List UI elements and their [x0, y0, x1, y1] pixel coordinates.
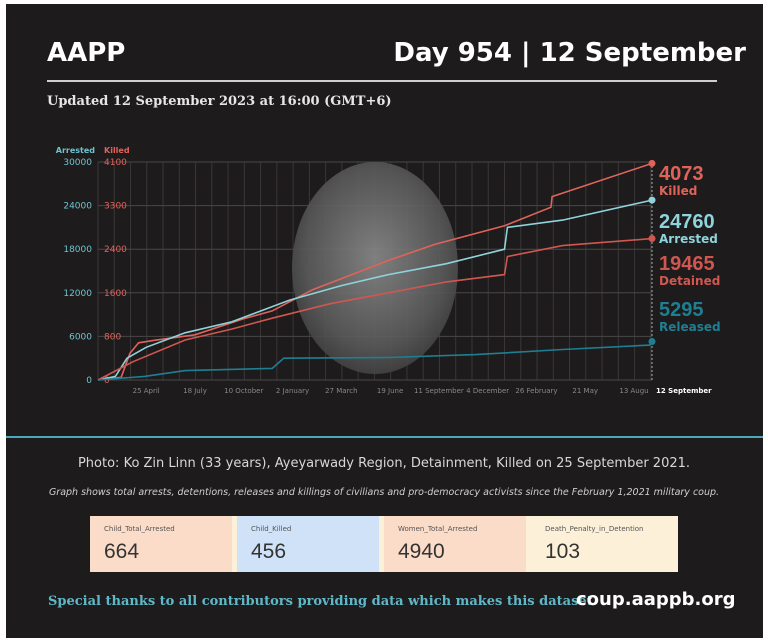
- card-child-arrested: Child_Total_Arrested 664: [90, 516, 232, 572]
- thanks-text: Special thanks to all contributors provi…: [48, 594, 598, 609]
- right-tick-label: 1600: [104, 289, 127, 299]
- photo-caption: Photo: Ko Zin Linn (33 years), Ayeyarwad…: [77, 456, 691, 471]
- day-title: Day 954 | 12 September: [393, 38, 746, 68]
- series-label-detained: Detained: [659, 274, 720, 288]
- x-tick-label: 27 March: [325, 387, 357, 395]
- brand-title: AAPP: [47, 38, 126, 68]
- left-tick-label: 18000: [63, 245, 92, 255]
- card-label: Death_Penalty_in_Detention: [545, 525, 644, 533]
- x-tick-label: 26 February: [515, 387, 557, 395]
- right-tick-label: 800: [104, 332, 121, 342]
- left-tick-label: 24000: [63, 202, 92, 212]
- left-tick-label: 0: [86, 376, 92, 386]
- left-tick-label: 6000: [69, 332, 92, 342]
- end-point-released: [648, 338, 656, 346]
- card-women-arrested: Women_Total_Arrested 4940: [384, 516, 526, 572]
- right-tick-label: 3300: [104, 202, 127, 212]
- x-tick-label: 13 Augu: [619, 387, 648, 395]
- final-value-arrested: 24760: [659, 211, 715, 233]
- right-tick-label: 0: [104, 376, 110, 386]
- series-label-arrested: Arrested: [659, 232, 718, 246]
- x-tick-label: 11 September: [414, 387, 464, 395]
- card-value: 456: [251, 540, 287, 563]
- right-tick-label: 2400: [104, 245, 127, 255]
- end-point-detained: [648, 235, 656, 243]
- x-tick-label: 18 July: [183, 387, 207, 395]
- left-tick-label: 30000: [63, 158, 92, 168]
- final-value-killed: 4073: [659, 163, 704, 185]
- site-link[interactable]: coup.aappb.org: [576, 589, 736, 610]
- card-label: Women_Total_Arrested: [398, 525, 478, 533]
- updated-text: Updated 12 September 2023 at 16:00 (GMT+…: [47, 94, 392, 109]
- victim-photo: [292, 162, 458, 374]
- left-axis-title: Arrested: [56, 146, 96, 155]
- x-tick-label: 2 January: [276, 387, 309, 395]
- card-child-killed: Child_Killed 456: [237, 516, 379, 572]
- chart: 0 0 6000 800 12000 1600 18000 2400 24000 3300 3000…: [56, 146, 721, 395]
- stat-cards: Child_Total_Arrested 664 Child_Killed 456 …: [90, 516, 678, 572]
- left-tick-label: 12000: [63, 289, 92, 299]
- series-label-released: Released: [659, 320, 721, 334]
- card-death-penalty: Death_Penalty_in_Detention 103: [531, 516, 673, 572]
- x-tick-label: 19 June: [377, 387, 403, 395]
- series-line-killed: [97, 162, 653, 381]
- card-value: 4940: [398, 540, 445, 563]
- graph-note: Graph shows total arrests, detentions, r…: [48, 487, 720, 498]
- divider: [6, 436, 763, 438]
- card-label: Child_Total_Arrested: [104, 525, 175, 533]
- x-tick-label: 12 September: [656, 387, 712, 395]
- right-axis-title: Killed: [104, 146, 130, 155]
- x-tick-label: 25 April: [133, 387, 160, 395]
- series-label-killed: Killed: [659, 184, 697, 198]
- series-line-released: [97, 341, 653, 381]
- series-line-arrested: [97, 199, 653, 381]
- card-value: 664: [104, 540, 140, 563]
- x-tick-label: 4 December: [466, 387, 509, 395]
- card-label: Child_Killed: [251, 525, 292, 533]
- x-tick-label: 10 October: [224, 387, 263, 395]
- final-value-detained: 19465: [659, 253, 715, 275]
- divider: [47, 80, 717, 82]
- end-point-killed: [648, 159, 656, 167]
- right-tick-label: 4100: [104, 158, 127, 168]
- card-value: 103: [545, 540, 581, 563]
- x-tick-label: 21 May: [572, 387, 598, 395]
- series-line-detained: [97, 237, 653, 381]
- end-point-arrested: [648, 196, 656, 204]
- final-value-released: 5295: [659, 299, 704, 321]
